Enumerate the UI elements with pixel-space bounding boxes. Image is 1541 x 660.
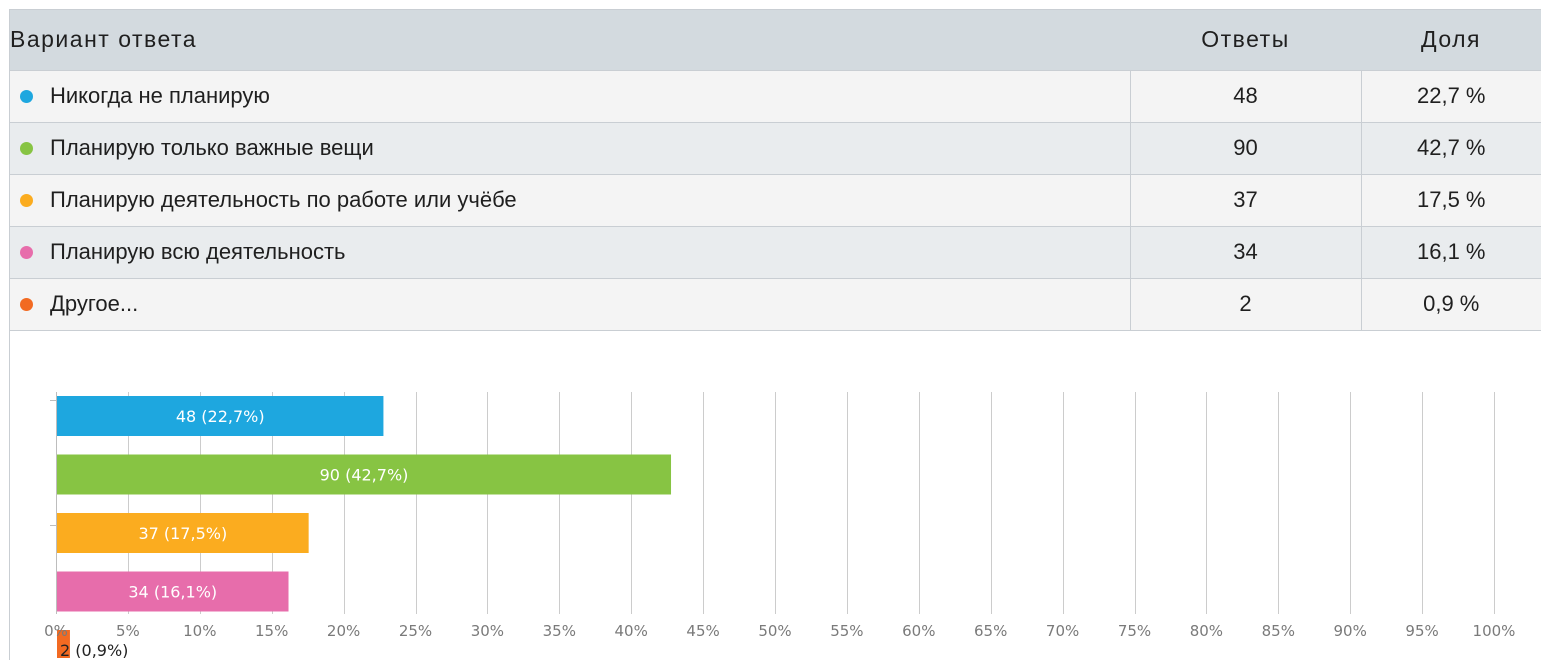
x-tick-label: 20%: [327, 622, 360, 640]
x-tick-label: 100%: [1473, 622, 1516, 640]
table-row: Планирую только важные вещи 90 42,7 %: [10, 122, 1541, 175]
variant-label: Планирую деятельность по работе или учёб…: [50, 187, 517, 212]
x-tick-label: 45%: [686, 622, 719, 640]
table-row: Планирую всю деятельность 34 16,1 %: [10, 226, 1541, 279]
x-tick-label: 80%: [1190, 622, 1223, 640]
x-tick-label: 50%: [758, 622, 791, 640]
table-header-row: Вариант ответа Ответы Доля: [10, 10, 1541, 71]
x-tick-label: 55%: [830, 622, 863, 640]
results-panel: [9, 9, 1541, 660]
x-tick-label: 0%: [44, 622, 68, 640]
header-count[interactable]: Ответы: [1130, 10, 1361, 71]
variant-cell: Планирую всю деятельность: [10, 226, 1130, 279]
table-row: Другое... 2 0,9 %: [10, 278, 1541, 331]
x-tick-label: 30%: [471, 622, 504, 640]
variant-cell: Другое...: [10, 278, 1130, 331]
table-row: Никогда не планирую 48 22,7 %: [10, 70, 1541, 123]
share-cell: 42,7 %: [1360, 122, 1541, 175]
x-tick-label: 25%: [399, 622, 432, 640]
header-share[interactable]: Доля: [1361, 10, 1541, 71]
results-table: Вариант ответа Ответы Доля Никогда не пл…: [10, 10, 1541, 331]
variant-label: Никогда не планирую: [50, 83, 270, 108]
x-tick-label: 10%: [183, 622, 216, 640]
x-tick-label: 70%: [1046, 622, 1079, 640]
x-tick-label: 40%: [615, 622, 648, 640]
count-cell: 90: [1129, 122, 1361, 175]
x-tick-label: 5%: [116, 622, 140, 640]
share-cell: 22,7 %: [1360, 70, 1541, 123]
x-tick-label: 85%: [1262, 622, 1295, 640]
bar-chart: 48 (22,7%) 90 (42,7%) 37 (17,5%) 34 (16,1%)…: [44, 392, 1516, 658]
x-tick-label: 65%: [974, 622, 1007, 640]
bar: [57, 630, 70, 658]
bar: [57, 454, 672, 495]
variant-label: Планирую всю деятельность: [50, 239, 346, 264]
variant-cell: Планирую только важные вещи: [10, 122, 1130, 175]
bar-data-label: 37 (17,5%): [138, 524, 227, 543]
series-dot-icon: [20, 297, 33, 311]
series-dot-icon: [20, 89, 33, 103]
x-tick-label: 90%: [1334, 622, 1367, 640]
count-cell: 34: [1129, 226, 1361, 279]
x-tick-label: 75%: [1118, 622, 1151, 640]
count-cell: 48: [1129, 70, 1361, 123]
variant-label: Другое...: [50, 291, 139, 316]
bar-data-label: 2 (0,9%): [60, 641, 128, 658]
variant-cell: Планирую деятельность по работе или учёб…: [10, 174, 1130, 227]
share-cell: 17,5 %: [1360, 174, 1541, 227]
series-dot-icon: [20, 141, 33, 155]
series-dot-icon: [20, 245, 33, 259]
bar-data-label: 34 (16,1%): [128, 583, 217, 602]
count-cell: 2: [1129, 278, 1361, 331]
header-variant[interactable]: Вариант ответа: [10, 10, 1130, 71]
bar: [57, 513, 309, 553]
variant-cell: Никогда не планирую: [10, 70, 1130, 123]
x-tick-label: 15%: [255, 622, 288, 640]
variant-label: Планирую только важные вещи: [50, 135, 374, 160]
series-dot-icon: [20, 193, 33, 207]
bar: [57, 396, 384, 436]
share-cell: 16,1 %: [1360, 226, 1541, 279]
bar-data-label: 90 (42,7%): [320, 466, 409, 485]
bar: [57, 571, 289, 612]
bar-data-label: 48 (22,7%): [176, 407, 265, 426]
table-row: Планирую деятельность по работе или учёб…: [10, 174, 1541, 227]
x-tick-label: 95%: [1405, 622, 1438, 640]
x-tick-label: 35%: [543, 622, 576, 640]
share-cell: 0,9 %: [1360, 278, 1541, 331]
x-tick-label: 60%: [902, 622, 935, 640]
count-cell: 37: [1129, 174, 1361, 227]
